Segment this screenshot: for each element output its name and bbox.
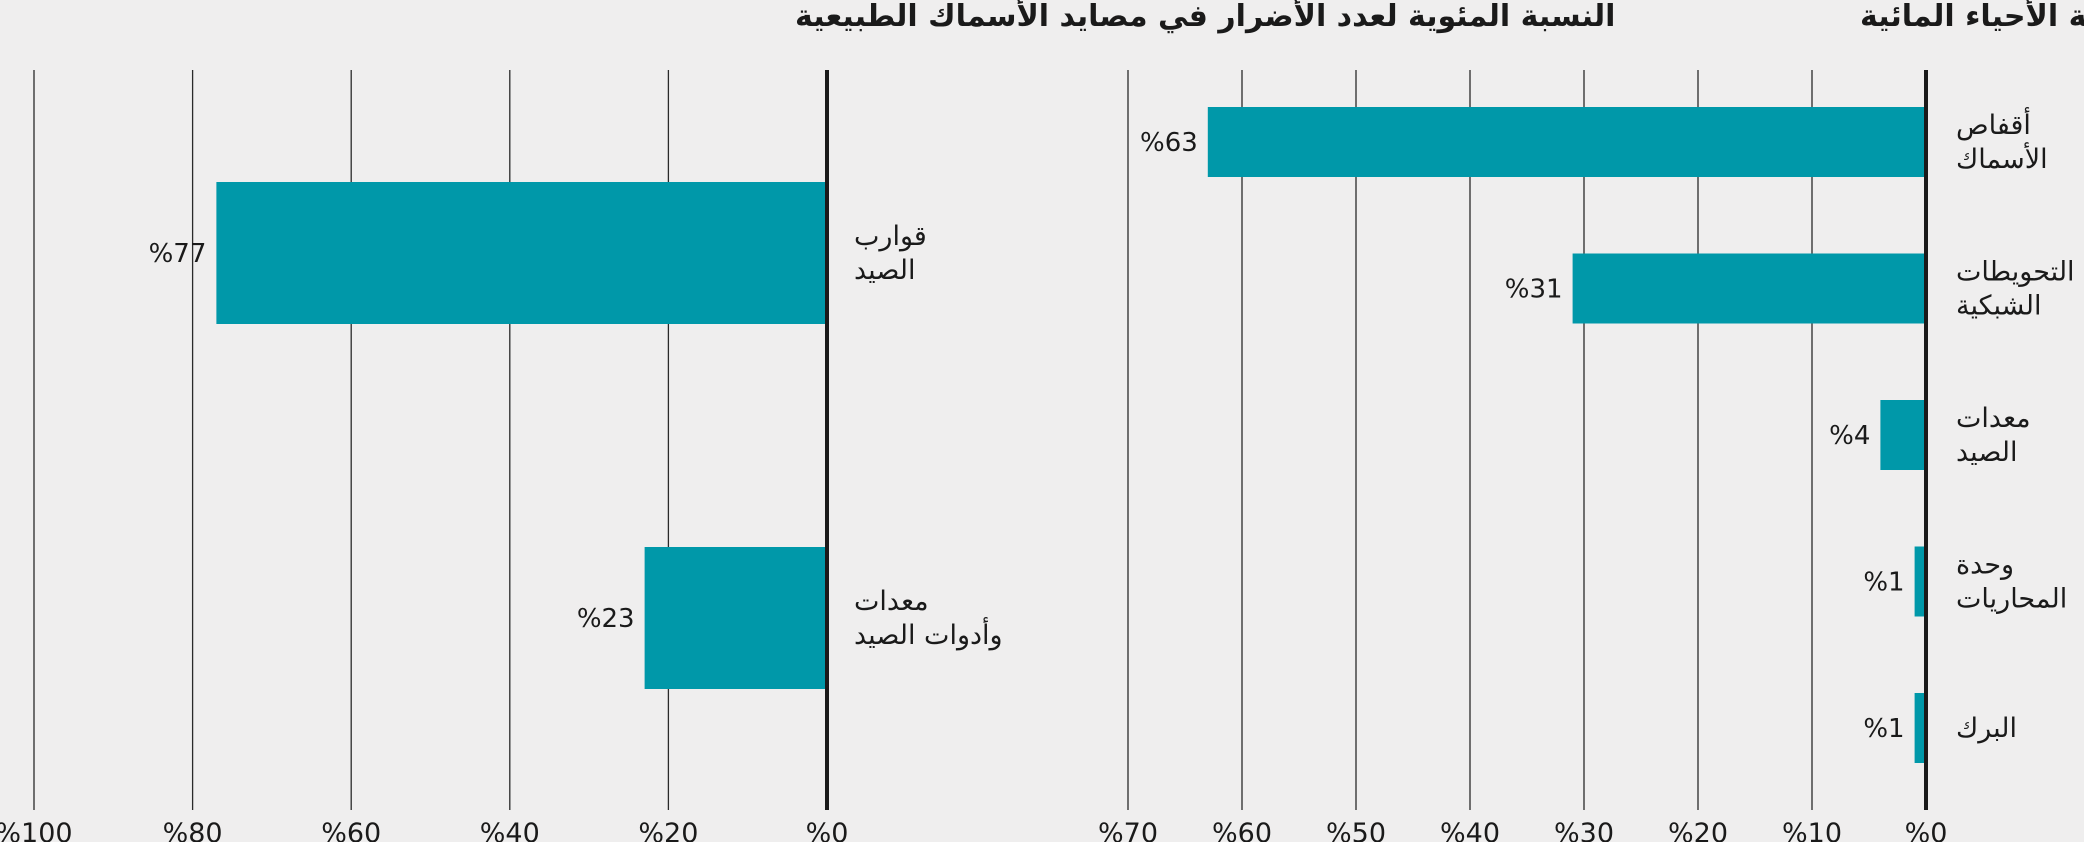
- category-label: الأسماك: [1956, 141, 2048, 175]
- value-label: %23: [577, 604, 635, 634]
- tick-label: %20: [638, 818, 698, 842]
- tick-label: %80: [163, 818, 223, 842]
- tick-label: %100: [0, 818, 73, 842]
- category-label: وحدة: [1956, 550, 2014, 581]
- tick-label: %60: [1212, 818, 1272, 842]
- category-label: الصيد: [854, 255, 915, 286]
- value-label: %4: [1829, 421, 1870, 451]
- bar: [1914, 546, 1926, 617]
- category-label: معدات: [1956, 403, 2031, 434]
- bar: [1207, 107, 1926, 177]
- tick-label: %10: [1782, 818, 1842, 842]
- bar: [216, 182, 827, 324]
- tick-label: %20: [1668, 818, 1728, 842]
- tick-label: %40: [480, 818, 540, 842]
- bar: [1572, 253, 1926, 324]
- value-label: %63: [1140, 128, 1198, 158]
- category-label: التحويطات: [1956, 257, 2075, 288]
- category-label: البرك: [1956, 713, 2017, 744]
- value-label: %1: [1863, 714, 1904, 744]
- tick-label: %0: [806, 818, 849, 842]
- tick-label: %70: [1098, 818, 1158, 842]
- category-label: أقفاص: [1956, 106, 2031, 141]
- tick-label: %60: [321, 818, 381, 842]
- tick-label: %0: [1905, 818, 1948, 842]
- tick-label: %40: [1440, 818, 1500, 842]
- category-label: معدات: [854, 586, 929, 617]
- bar: [1914, 693, 1926, 763]
- chart-title-capture-fisheries: النسبة المئوية لعدد الأضرار في مصايد الأ…: [795, 0, 1615, 34]
- category-label: قوارب: [854, 221, 927, 252]
- value-label: %77: [149, 239, 207, 269]
- value-label: %1: [1863, 568, 1904, 598]
- tick-label: %50: [1326, 818, 1386, 842]
- category-label: وأدوات الصيد: [854, 616, 1003, 651]
- value-label: %31: [1505, 275, 1563, 305]
- chart-title-aquaculture: النسبة المئوية لعدد الأضرار في تربية الأ…: [1860, 0, 2084, 34]
- category-label: الصيد: [1956, 437, 2017, 468]
- tick-label: %30: [1554, 818, 1614, 842]
- category-label: المحاريات: [1956, 584, 2067, 615]
- category-label: الشبكية: [1956, 291, 2042, 322]
- bar: [1880, 400, 1926, 470]
- bar: [644, 547, 827, 689]
